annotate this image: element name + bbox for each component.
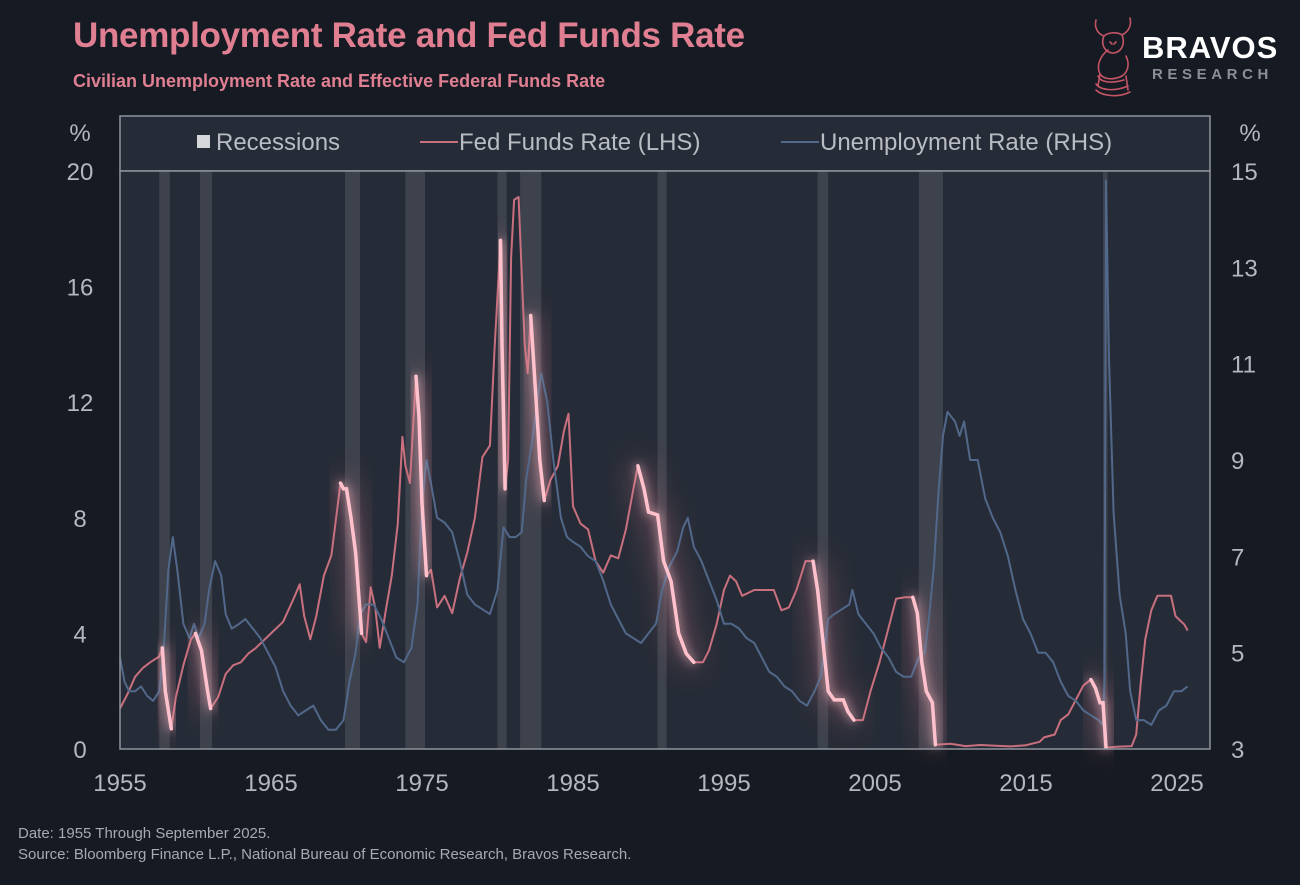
glow-segment-1 <box>193 631 213 711</box>
recession-band-6 <box>657 171 667 749</box>
legend-fed-funds-label: Fed Funds Rate (LHS) <box>459 129 700 156</box>
date-note: Date: 1955 Through September 2025. <box>18 825 271 842</box>
left-axis-ticks: 0 4 8 12 16 20 <box>67 159 94 764</box>
recession-band-7 <box>817 171 829 749</box>
x-tick-label: 1955 <box>93 770 146 797</box>
x-tick-label: 2005 <box>848 770 901 797</box>
x-tick-label: 1995 <box>697 770 750 797</box>
x-tick-label: 1975 <box>395 770 448 797</box>
left-tick-label: 20 <box>67 159 94 186</box>
right-tick-label: 9 <box>1231 448 1244 475</box>
right-tick-label: 11 <box>1231 352 1256 379</box>
glow-segment-2 <box>338 481 364 636</box>
source-note: Source: Bloomberg Finance L.P., National… <box>18 846 632 863</box>
right-tick-label: 7 <box>1231 544 1244 571</box>
right-tick-label: 13 <box>1231 255 1258 282</box>
x-axis-ticks: 1955 1965 1975 1985 1995 2005 2015 2025 <box>93 770 1203 797</box>
glow-segment-4 <box>498 238 507 491</box>
recession-band-1 <box>200 171 213 749</box>
chart-subtitle: Civilian Unemployment Rate and Effective… <box>73 71 606 91</box>
glow-segment-5 <box>528 313 547 503</box>
logo-brand-name: BRAVOS <box>1142 30 1279 65</box>
legend-unemployment-label: Unemployment Rate (RHS) <box>820 129 1112 156</box>
series-line-unemployment <box>119 179 1189 731</box>
right-axis-ticks: 3 5 7 9 11 13 15 <box>1231 159 1258 764</box>
glow-segment-6 <box>636 464 696 665</box>
left-tick-label: 16 <box>67 275 94 302</box>
left-axis-unit: % <box>69 120 90 147</box>
x-tick-label: 1985 <box>546 770 599 797</box>
legend-recession-swatch <box>197 135 210 148</box>
glow-segment-0 <box>160 646 174 731</box>
glow-segment-8 <box>911 595 938 747</box>
glow-segment-9 <box>1089 677 1108 750</box>
recession-band-2 <box>344 171 361 749</box>
x-tick-label: 2015 <box>999 770 1052 797</box>
chart-title: Unemployment Rate and Fed Funds Rate <box>73 16 745 55</box>
x-tick-label: 1965 <box>244 770 297 797</box>
plot-frame <box>119 170 1211 750</box>
chart-footer: Date: 1955 Through September 2025. Sourc… <box>18 823 631 865</box>
glow-segment-3 <box>414 374 429 578</box>
series-layer <box>119 179 1189 750</box>
left-tick-label: 8 <box>73 506 86 533</box>
glow-segment-7 <box>811 559 856 722</box>
right-tick-label: 5 <box>1231 641 1244 668</box>
legend-recessions-label: Recessions <box>216 129 340 156</box>
right-tick-label: 3 <box>1231 737 1244 764</box>
right-tick-label: 15 <box>1231 159 1258 186</box>
series-line-fed_funds <box>119 196 1189 749</box>
x-tick-label: 2025 <box>1150 770 1203 797</box>
right-axis-unit: % <box>1239 120 1260 147</box>
logo-tagline: RESEARCH <box>1152 66 1273 83</box>
recession-band-0 <box>159 171 170 749</box>
left-tick-label: 12 <box>67 390 94 417</box>
bull-knight-chess-piece-icon <box>1094 17 1132 97</box>
left-tick-label: 0 <box>73 737 86 764</box>
left-tick-label: 4 <box>73 621 86 648</box>
brand-logo: BRAVOS RESEARCH <box>1086 14 1296 104</box>
